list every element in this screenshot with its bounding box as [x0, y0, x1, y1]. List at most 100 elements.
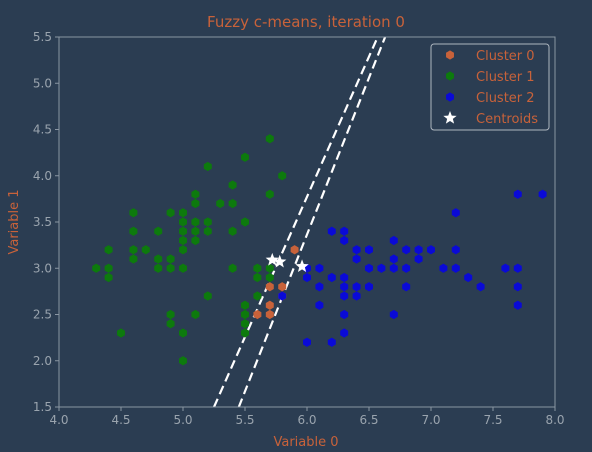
cluster-2-point — [451, 208, 460, 218]
cluster-2-point — [451, 245, 460, 255]
cluster-2-point — [327, 272, 336, 283]
cluster-2-point — [389, 254, 398, 264]
legend-label-cluster-1: Cluster 1 — [476, 70, 535, 85]
cluster-2-point — [278, 291, 287, 301]
y-tick-label: 5.0 — [33, 76, 52, 90]
cluster-2-point — [389, 309, 398, 320]
cluster-2-point — [513, 282, 522, 292]
cluster-0-point — [278, 282, 287, 292]
cluster-2-point — [315, 300, 324, 310]
cluster-1-point — [203, 161, 212, 172]
cluster-2-point — [513, 263, 522, 273]
cluster-1-point — [241, 152, 249, 162]
y-axis-label: Variable 1 — [7, 189, 22, 254]
cluster-1-point — [129, 254, 138, 264]
cluster-1-point — [216, 198, 225, 209]
x-tick-label: 5.0 — [173, 413, 192, 427]
cluster-2-point — [439, 263, 448, 273]
centroids-point — [265, 252, 279, 266]
cluster-2-point — [340, 328, 349, 338]
cluster-2-point — [365, 282, 373, 292]
cluster-1-point — [129, 245, 138, 255]
cluster-1-point — [179, 235, 187, 246]
cluster-2-point — [352, 245, 361, 255]
cluster-1-point — [92, 263, 101, 273]
cluster-2-point — [513, 189, 522, 199]
cluster-1-point — [179, 356, 187, 366]
y-tick-label: 4.5 — [33, 123, 52, 137]
cluster-2-point — [340, 309, 349, 320]
cluster-1-point — [104, 272, 113, 283]
cluster-1-point — [191, 189, 200, 199]
y-tick-label: 1.5 — [33, 400, 52, 414]
cluster-1-point — [241, 217, 249, 227]
cluster-2-point — [340, 282, 349, 292]
cluster-2-point — [315, 263, 324, 273]
cluster-1-point — [154, 254, 163, 264]
cluster-2-point — [402, 245, 411, 255]
legend-label-centroids: Centroids — [476, 112, 538, 127]
x-axis-label: Variable 0 — [273, 435, 338, 450]
cluster-1-point — [191, 217, 200, 227]
y-tick-label: 4.0 — [33, 169, 52, 183]
cluster-1-point — [203, 217, 212, 227]
cluster-0-point — [265, 282, 274, 292]
cluster-2-point — [365, 263, 373, 273]
x-tick-label: 6.5 — [359, 413, 378, 427]
legend-marker-centroids — [443, 111, 457, 124]
cluster-1-point — [129, 226, 138, 236]
cluster-0-point — [265, 300, 274, 310]
cluster-1-point — [117, 328, 125, 338]
legend-marker-cluster-2 — [446, 92, 454, 102]
y-tick-label: 5.5 — [33, 30, 52, 44]
cluster-1-point — [191, 226, 200, 236]
cluster-2-point — [340, 235, 349, 246]
cluster-1-point — [241, 309, 249, 320]
cluster-1-point — [166, 208, 175, 218]
legend-marker-cluster-1 — [446, 71, 454, 81]
x-tick-label: 7.5 — [483, 413, 502, 427]
cluster-2-point — [464, 272, 473, 283]
y-tick-label: 3.5 — [33, 215, 52, 229]
y-tick-label: 2.0 — [33, 354, 52, 368]
cluster-1-point — [265, 134, 274, 144]
cluster-1-point — [191, 198, 200, 209]
legend-label-cluster-0: Cluster 0 — [476, 49, 535, 64]
cluster-2-point — [414, 254, 423, 264]
x-tick-label: 7.0 — [421, 413, 440, 427]
cluster-1-point — [179, 245, 187, 255]
cluster-2-point — [352, 282, 361, 292]
cluster-1-point — [241, 319, 249, 329]
cluster-1-point — [278, 171, 287, 181]
cluster-1-point — [253, 272, 262, 283]
cluster-2-point — [352, 254, 361, 264]
cluster-1-point — [253, 263, 262, 273]
cluster-1-point — [241, 328, 249, 338]
cluster-1-point — [104, 263, 113, 273]
cluster-1-point — [228, 180, 237, 190]
cluster-2-point — [501, 263, 510, 273]
cluster-1-point — [191, 235, 200, 246]
cluster-2-point — [340, 291, 349, 301]
decision-boundary-line — [237, 37, 387, 407]
x-tick-label: 4.0 — [49, 413, 68, 427]
cluster-2-point — [538, 189, 547, 199]
cluster-1-point — [203, 291, 212, 301]
cluster-2-point — [303, 337, 311, 347]
cluster-1-point — [166, 319, 175, 329]
cluster-2-point — [513, 300, 522, 310]
axes: 4.0 4.5 5.0 5.5 6.0 6.5 7.0 7.5 8.0 1.5 2.0 2.5 3.0 3… — [33, 30, 565, 427]
cluster-2-point — [327, 337, 336, 347]
legend-marker-cluster-0 — [446, 50, 454, 60]
cluster-1-point — [179, 208, 187, 218]
cluster-1-point — [265, 263, 274, 273]
chart-title: Fuzzy c-means, iteration 0 — [207, 13, 405, 31]
cluster-2-point — [427, 245, 435, 255]
centroids-point — [273, 254, 287, 268]
cluster-2-point — [377, 263, 386, 273]
centroids-point — [295, 259, 309, 273]
cluster-2-point — [365, 245, 373, 255]
cluster-1-point — [179, 226, 187, 236]
decision-boundary-line — [212, 37, 379, 407]
